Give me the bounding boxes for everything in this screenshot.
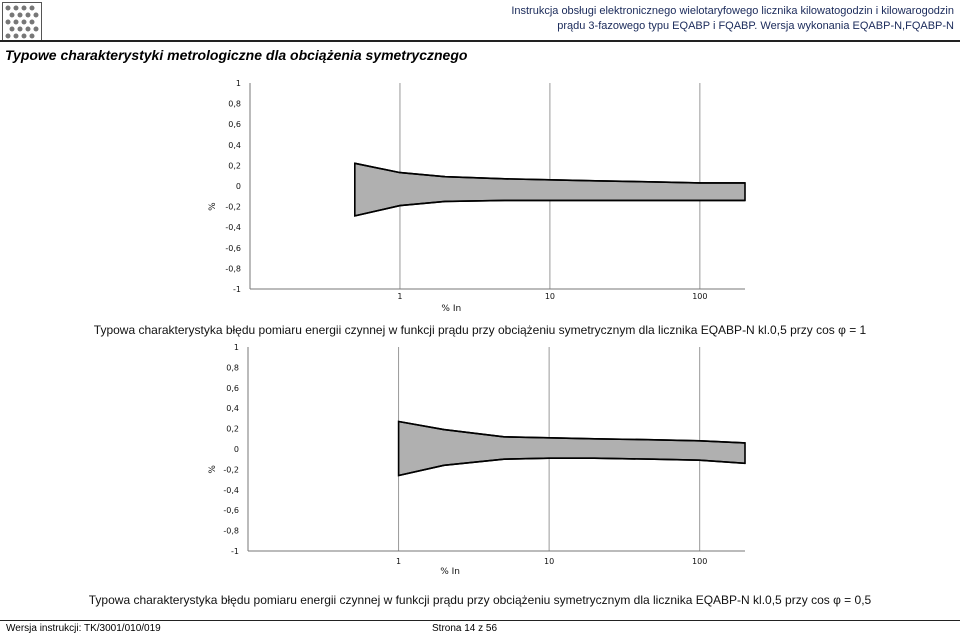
chart-cos-phi-0-5: 1 0,8 0,6 0,4 0,2 0 -0,2 -0,4 -0,6 -0,8 -1 1 10 100%%… xyxy=(0,336,960,581)
y-axis-label: % xyxy=(208,202,218,211)
x-axis-label: % In xyxy=(441,304,461,314)
x-tick-label: 1 xyxy=(396,557,401,566)
y-tick-label: 0,8 xyxy=(228,100,241,109)
y-tick-label: 0,2 xyxy=(226,425,239,434)
chart-1-svg: 1 0,8 0,6 0,4 0,2 0 -0,2 -0,4 -0,6 -0,8 -1 1 10 100%%… xyxy=(208,79,746,314)
document-header: Instrukcja obsługi elektronicznego wielo… xyxy=(511,4,954,34)
y-tick-label: 0,4 xyxy=(226,404,239,413)
y-tick-label: -0,8 xyxy=(223,527,239,536)
y-tick-label: -0,6 xyxy=(225,244,241,253)
header-line-2: prądu 3-fazowego typu EQABP i FQABP. Wer… xyxy=(557,20,954,32)
footer-version: Wersja instrukcji: TK/3001/010/019 xyxy=(6,623,161,634)
y-tick-label: 1 xyxy=(234,343,239,352)
x-tick-label: 100 xyxy=(692,557,707,566)
header-line-1: Instrukcja obsługi elektronicznego wielo… xyxy=(511,5,954,17)
x-axis-label: % In xyxy=(440,567,460,577)
y-tick-label: 0,6 xyxy=(226,384,239,393)
lower-error-line xyxy=(398,457,746,477)
y-tick-label: -1 xyxy=(233,285,241,294)
x-tick-label: 1 xyxy=(397,292,402,301)
y-tick-label: 0,8 xyxy=(226,363,239,372)
upper-error-line xyxy=(398,420,746,444)
footer-divider xyxy=(0,620,960,621)
y-tick-label: -0,4 xyxy=(225,223,241,232)
chart-cos-phi-1: 1 0,8 0,6 0,4 0,2 0 -0,2 -0,4 -0,6 -0,8 -1 1 10 100%%… xyxy=(0,72,960,317)
y-tick-label: -0,8 xyxy=(225,264,241,273)
section-title: Typowe charakterystyki metrologiczne dla… xyxy=(5,47,468,63)
y-tick-label: 0,2 xyxy=(228,161,241,170)
x-tick-label: 10 xyxy=(545,292,555,301)
upper-error-line xyxy=(354,162,745,184)
chart-2-caption: Typowa charakterystyka błędu pomiaru ene… xyxy=(88,593,872,607)
company-logo xyxy=(2,2,42,42)
chart-1-caption: Typowa charakterystyka błędu pomiaru ene… xyxy=(93,323,867,337)
y-tick-label: 0,6 xyxy=(228,120,241,129)
y-tick-label: 0 xyxy=(234,445,239,454)
y-tick-label: -0,2 xyxy=(223,465,239,474)
footer-page-number: Strona 14 z 56 xyxy=(432,623,498,634)
lower-error-line xyxy=(354,199,745,217)
chart-2-svg: 1 0,8 0,6 0,4 0,2 0 -0,2 -0,4 -0,6 -0,8 -1 1 10 100%%… xyxy=(208,343,746,577)
y-tick-label: 0,4 xyxy=(228,141,241,150)
y-axis-label: % xyxy=(208,465,218,474)
y-tick-label: -0,6 xyxy=(223,506,239,515)
y-tick-label: 1 xyxy=(236,79,241,88)
y-tick-label: 0 xyxy=(236,182,241,191)
y-tick-label: -1 xyxy=(231,547,239,556)
header-divider xyxy=(0,40,960,42)
y-tick-label: -0,4 xyxy=(223,486,239,495)
y-tick-label: -0,2 xyxy=(225,203,241,212)
x-tick-label: 100 xyxy=(692,292,707,301)
x-tick-label: 10 xyxy=(544,557,554,566)
